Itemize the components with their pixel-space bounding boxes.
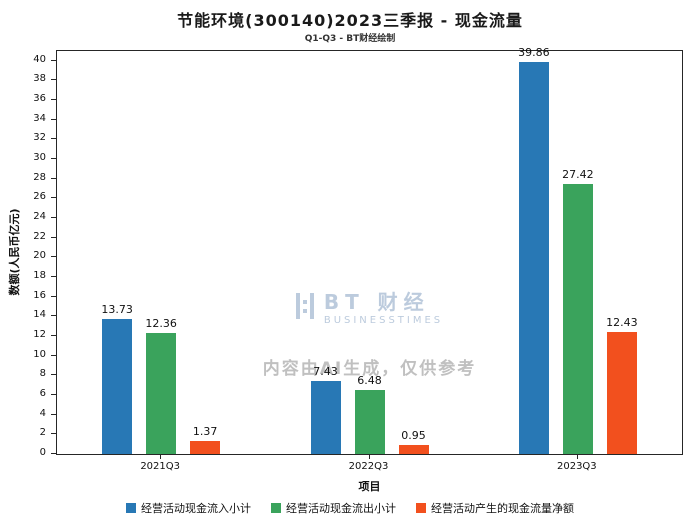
legend-item-2: 经营活动现金流出小计 xyxy=(271,500,396,516)
x-tick-label: 2023Q3 xyxy=(556,461,597,472)
watermark-brand-row: BT 财经 BUSINESSTIMES xyxy=(295,286,443,326)
y-tick-mark xyxy=(51,295,56,297)
bar-2022Q3-series1 xyxy=(310,380,341,454)
y-tick-label: 4 xyxy=(39,407,46,419)
y-tick-mark xyxy=(51,335,56,337)
y-tick-label: 34 xyxy=(33,112,46,124)
y-tick-mark xyxy=(51,354,56,356)
y-tick-mark xyxy=(51,99,56,101)
x-tick-label: 2022Q3 xyxy=(348,461,389,472)
y-tick-label: 6 xyxy=(39,388,46,400)
bar-2021Q3-series2 xyxy=(146,332,177,454)
y-tick-mark xyxy=(51,453,56,454)
y-tick-label: 16 xyxy=(33,289,46,301)
bt-logo-icon xyxy=(295,291,314,321)
y-tick-label: 40 xyxy=(33,53,46,65)
watermark-brand: BT 财经 xyxy=(323,290,430,314)
bar-value-label: 1.37 xyxy=(192,424,218,438)
bar-value-label: 13.73 xyxy=(101,303,133,317)
bar-value-label: 39.86 xyxy=(518,46,550,60)
legend-swatch-icon xyxy=(271,503,281,513)
logo-bar-icon xyxy=(295,293,300,319)
bar-value-label: 7.43 xyxy=(313,364,338,378)
y-tick-label: 0 xyxy=(39,447,46,458)
legend-item-3: 经营活动产生的现金流量净额 xyxy=(416,500,574,516)
y-tick-label: 30 xyxy=(33,152,46,164)
legend-label: 经营活动现金流出小计 xyxy=(286,502,396,515)
y-tick-mark xyxy=(51,217,56,219)
y-tick-label: 36 xyxy=(33,93,46,105)
bar-value-label: 12.36 xyxy=(145,316,177,330)
y-tick-mark xyxy=(51,177,56,179)
y-tick-mark xyxy=(51,138,56,140)
y-tick-mark xyxy=(51,197,56,199)
y-tick-label: 28 xyxy=(33,171,46,183)
legend-label: 经营活动现金流入小计 xyxy=(141,502,251,515)
bar-2021Q3-series3 xyxy=(190,440,221,454)
legend: 经营活动现金流入小计 经营活动现金流出小计 经营活动产生的现金流量净额 xyxy=(0,500,700,516)
y-tick-mark xyxy=(51,256,56,258)
bar-2023Q3-series1 xyxy=(518,62,549,454)
bar-value-label: 12.43 xyxy=(606,315,638,329)
y-tick-label: 10 xyxy=(33,348,46,360)
y-tick-mark xyxy=(51,59,56,61)
x-tick-mark xyxy=(368,455,370,459)
x-tick-mark xyxy=(160,455,162,459)
x-tick-label: 2021Q3 xyxy=(140,461,180,472)
y-tick-mark xyxy=(51,118,56,120)
y-tick-label: 26 xyxy=(33,191,46,203)
y-tick-mark xyxy=(51,433,56,435)
y-tick-label: 14 xyxy=(33,309,46,321)
y-tick-label: 24 xyxy=(33,211,46,223)
y-axis: 0 2 4 6 8 10 12 14 16 18 20 22 24 26 28 30 32 34 36 38 40 xyxy=(0,50,56,458)
y-tick-label: 22 xyxy=(33,230,46,242)
bar-value-label: 0.95 xyxy=(401,428,426,442)
y-tick-label: 12 xyxy=(33,329,46,341)
bar-2023Q3-series2 xyxy=(562,184,593,454)
legend-item-1: 经营活动现金流入小计 xyxy=(126,500,251,516)
y-tick-label: 18 xyxy=(33,270,46,282)
x-tick-mark xyxy=(576,455,578,459)
y-tick-mark xyxy=(51,236,56,238)
bar-2021Q3-series1 xyxy=(102,319,133,454)
logo-bar-icon xyxy=(309,293,314,319)
x-axis-label: 项目 xyxy=(358,480,381,493)
x-axis: 2021Q3 2022Q3 2023Q3 xyxy=(56,455,683,477)
y-tick-label: 20 xyxy=(33,250,46,262)
y-tick-mark xyxy=(51,315,56,317)
y-tick-mark xyxy=(51,374,56,376)
y-tick-mark xyxy=(51,394,56,396)
bar-2022Q3-series3 xyxy=(398,444,429,454)
y-tick-label: 32 xyxy=(33,132,46,144)
watermark-text: BT 财经 BUSINESSTIMES xyxy=(324,286,443,326)
y-tick-mark xyxy=(51,276,56,278)
legend-swatch-icon xyxy=(416,503,426,513)
bar-2023Q3-series3 xyxy=(606,331,637,454)
y-tick-label: 38 xyxy=(33,73,46,85)
y-tick-mark xyxy=(51,158,56,160)
logo-dots-icon xyxy=(302,299,307,313)
bar-2022Q3-series2 xyxy=(354,390,385,454)
legend-swatch-icon xyxy=(126,503,136,513)
bar-value-label: 27.42 xyxy=(562,168,594,182)
watermark-brand-sub: BUSINESSTIMES xyxy=(323,315,444,326)
chart-title: 节能环境(300140)2023三季报 - 现金流量 xyxy=(177,11,523,30)
plot-area: BT 财经 BUSINESSTIMES 内容由AI生成，仅供参考 13.73 12… xyxy=(56,46,683,455)
bar-value-label: 6.48 xyxy=(357,374,382,388)
chart-subtitle: Q1-Q3 - BT财经绘制 xyxy=(304,34,396,44)
y-tick-mark xyxy=(51,413,56,415)
y-tick-label: 8 xyxy=(39,368,46,380)
y-tick-mark xyxy=(51,79,56,81)
y-tick-label: 2 xyxy=(39,427,46,439)
legend-label: 经营活动产生的现金流量净额 xyxy=(431,502,574,515)
